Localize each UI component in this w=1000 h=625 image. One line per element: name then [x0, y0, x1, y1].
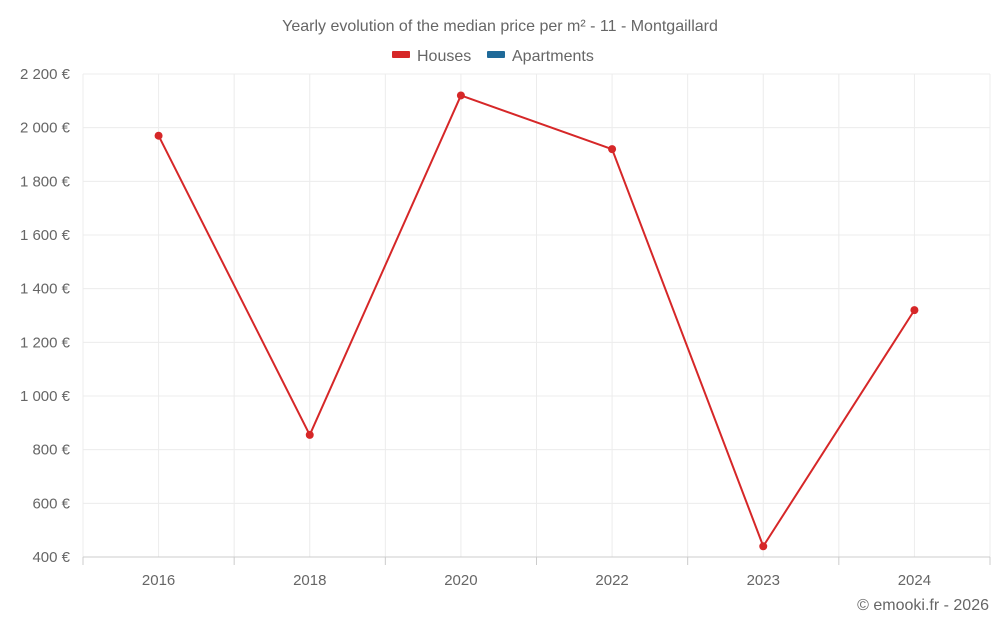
grid	[82, 73, 991, 557]
y-tick-label: 800 €	[32, 442, 70, 459]
data-point[interactable]	[154, 131, 163, 140]
y-tick-label: 600 €	[32, 495, 70, 512]
credit-text: © emooki.fr - 2026	[857, 597, 989, 614]
x-tick-label: 2022	[595, 572, 628, 589]
x-tick-label: 2023	[747, 572, 780, 589]
series-houses	[154, 91, 919, 551]
chart-title: Yearly evolution of the median price per…	[282, 18, 718, 35]
legend-label-apartments: Apartments	[512, 48, 594, 65]
y-tick-label: 1 800 €	[20, 173, 71, 190]
y-tick-label: 2 200 €	[20, 66, 71, 83]
data-point[interactable]	[759, 542, 768, 551]
y-tick-label: 1 400 €	[20, 281, 71, 298]
y-axis: 400 € 600 € 800 € 1 000 € 1 200 € 1 400 € 1 60…	[20, 66, 71, 566]
legend: Houses Apartments	[392, 48, 594, 65]
x-axis: 2016 2018 2020 2022 2023 2024	[82, 556, 991, 589]
y-tick-label: 1 200 €	[20, 334, 71, 351]
legend-item-houses[interactable]: Houses	[392, 48, 471, 65]
legend-swatch-apartments	[487, 51, 505, 58]
x-tick-label: 2018	[293, 572, 326, 589]
data-point[interactable]	[456, 91, 465, 100]
x-tick-label: 2020	[444, 572, 477, 589]
y-tick-label: 400 €	[32, 549, 70, 566]
x-tick-label: 2016	[142, 572, 175, 589]
x-tick-label: 2024	[898, 572, 931, 589]
legend-item-apartments[interactable]: Apartments	[487, 48, 594, 65]
y-tick-label: 1 600 €	[20, 227, 71, 244]
legend-swatch-houses	[392, 51, 410, 58]
legend-label-houses: Houses	[417, 48, 471, 65]
y-tick-label: 1 000 €	[20, 388, 71, 405]
data-point[interactable]	[910, 306, 919, 315]
data-point[interactable]	[608, 145, 617, 154]
y-tick-label: 2 000 €	[20, 120, 71, 137]
data-point[interactable]	[305, 430, 314, 439]
series-line	[157, 94, 916, 548]
